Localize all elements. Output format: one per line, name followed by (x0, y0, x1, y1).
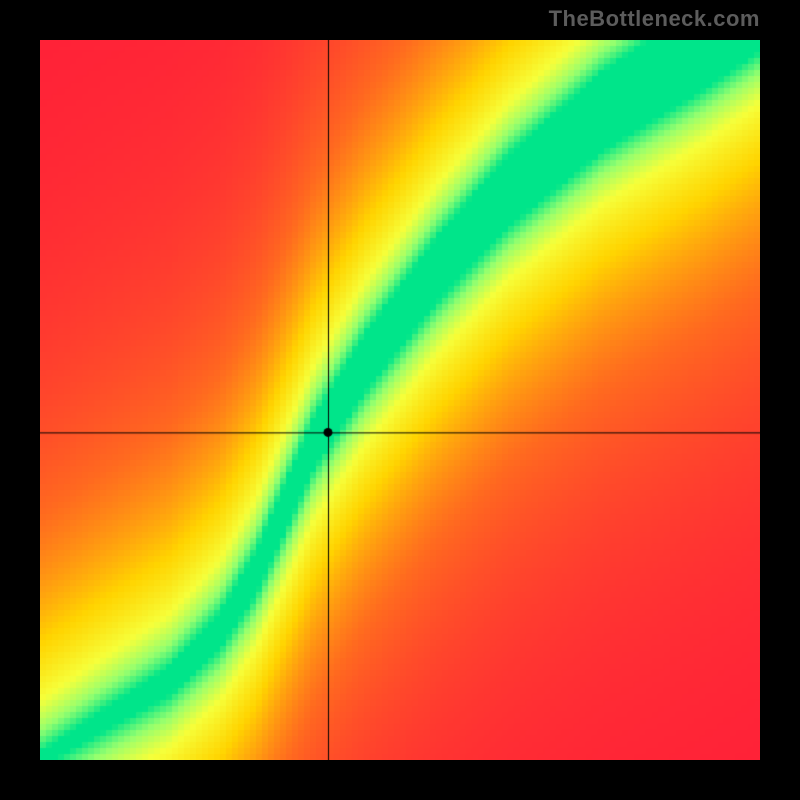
watermark-text: TheBottleneck.com (549, 6, 760, 32)
bottleneck-heatmap (40, 40, 760, 760)
